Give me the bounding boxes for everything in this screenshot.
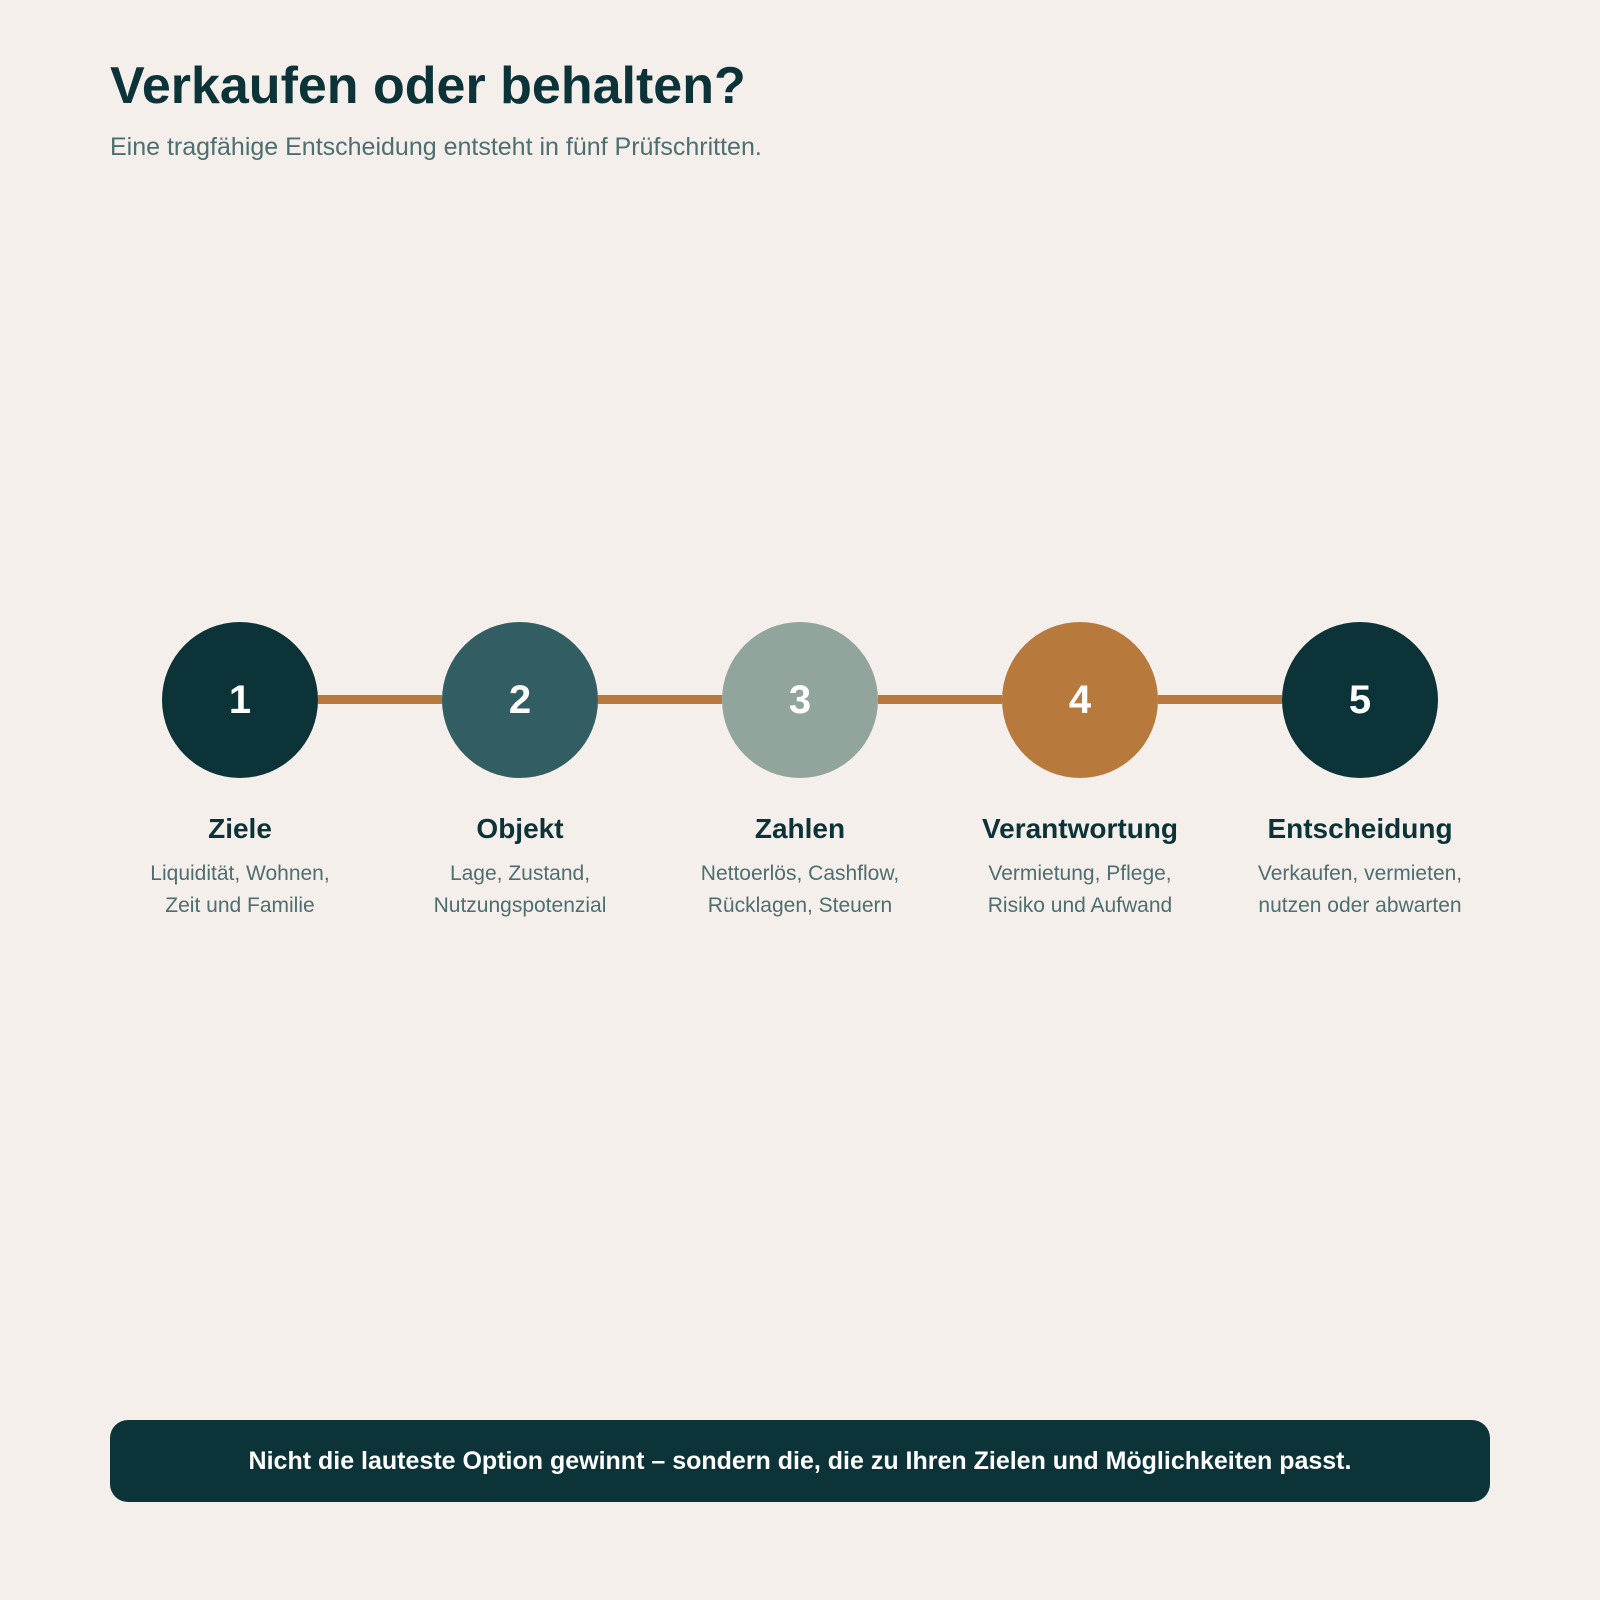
step-2-text: Objekt Lage, Zustand, Nutzungspotenzial — [390, 812, 650, 923]
step-3-circle: 3 — [722, 622, 878, 778]
step-2-circle: 2 — [442, 622, 598, 778]
step-4-title: Verantwortung — [981, 813, 1178, 844]
step-1-description: Liquidität, Wohnen, Zeit und Familie — [150, 861, 330, 918]
step-4-description: Vermietung, Pflege, Risiko und Aufwand — [987, 861, 1173, 918]
step-5-title: Entscheidung — [1267, 813, 1453, 844]
step-5-circle: 5 — [1282, 622, 1438, 778]
step-1-text: Ziele Liquidität, Wohnen, Zeit und Famil… — [110, 812, 370, 923]
step-4-circle: 4 — [1002, 622, 1158, 778]
step-5-number: 5 — [1348, 677, 1372, 722]
page-subtitle: Eine tragfähige Entscheidung entsteht in… — [110, 133, 762, 161]
step-2-description: Lage, Zustand, Nutzungspotenzial — [433, 861, 607, 918]
step-3-description: Nettoerlös, Cashflow, Rücklagen, Steuern — [700, 861, 900, 918]
step-5-text: Entscheidung Verkaufen, vermieten, nutze… — [1230, 812, 1490, 923]
step-3-text: Zahlen Nettoerlös, Cashflow, Rücklagen, … — [670, 812, 930, 923]
step-1-number: 1 — [228, 677, 252, 722]
connector-1-2 — [318, 695, 442, 704]
connector-2-3 — [598, 695, 722, 704]
connector-4-5 — [1158, 695, 1282, 704]
step-2-title: Objekt — [476, 813, 564, 844]
step-2-number: 2 — [508, 677, 532, 722]
connector-3-4 — [878, 695, 1002, 704]
footer-text: Nicht die lauteste Option gewinnt – sond… — [248, 1446, 1352, 1475]
footer-banner: Nicht die lauteste Option gewinnt – sond… — [110, 1420, 1490, 1502]
step-1-title: Ziele — [208, 813, 272, 844]
step-3-title: Zahlen — [754, 813, 846, 844]
page-title: Verkaufen oder behalten? — [110, 57, 746, 115]
step-1-circle: 1 — [162, 622, 318, 778]
step-5-description: Verkaufen, vermieten, nutzen oder abwart… — [1257, 861, 1463, 918]
step-3-number: 3 — [788, 677, 812, 722]
step-4-number: 4 — [1068, 677, 1092, 722]
step-4-text: Verantwortung Vermietung, Pflege, Risiko… — [950, 812, 1210, 923]
